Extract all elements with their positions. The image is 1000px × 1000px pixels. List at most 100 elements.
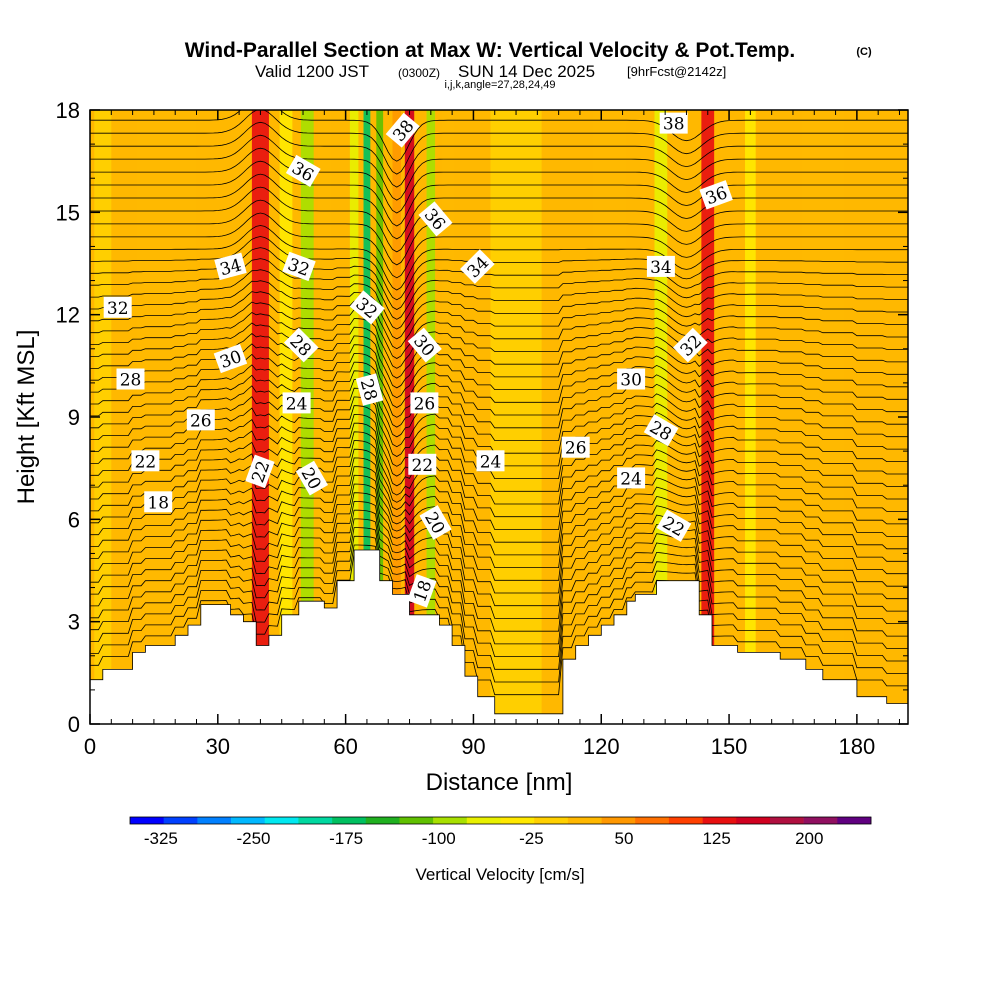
theta-isentrope [90,553,908,696]
contour-label-text: 22 [135,452,157,472]
velocity-band [745,110,756,724]
x-tick-label: 150 [711,734,748,759]
theta-isentrope [90,379,908,441]
y-tick-label: 15 [56,200,80,225]
colorbar-swatch [231,817,266,824]
theta-isentrope [90,448,908,543]
terrain-mask [90,549,908,724]
copyright-mark: (C) [856,46,872,58]
colorbar-swatch [601,817,636,824]
theta-isentrope [90,212,908,279]
colorbar-swatch [466,817,501,824]
contour-label-text: 30 [620,371,642,391]
contour-label: 30 [213,343,248,374]
theta-isentrope [90,322,908,379]
theta-contours [90,110,908,696]
y-tick-label: 6 [68,507,80,532]
colorbar-swatch [837,817,872,824]
colorbar [129,816,872,825]
colorbar-swatch [803,817,838,824]
theta-isentrope [90,500,908,619]
x-tick-label: 30 [206,734,230,759]
x-tick-label: 180 [839,734,876,759]
x-axis: 0 30 60 90 120 150 180 [84,110,900,759]
velocity-band [490,110,542,724]
colorbar-title: Vertical Velocity [cm/s] [415,865,584,884]
theta-isentrope [90,173,908,240]
contour-label-text: 26 [190,411,212,431]
theta-isentrope [90,518,908,645]
colorbar-ticks: -325 -250 -175 -100 -25 50 125 200 [144,829,824,848]
theta-isentrope [90,332,908,389]
colorbar-swatch [433,817,468,824]
colorbar-swatch [736,817,771,824]
theta-isentrope [90,225,908,291]
theta-isentrope [90,544,908,683]
velocity-band [426,110,436,724]
colorbar-swatch [702,817,737,824]
theta-isentrope [90,280,908,340]
contour-label: 26 [410,392,439,414]
contour-label: 34 [646,255,675,278]
theta-isentrope [90,405,908,479]
velocity-band [701,110,715,724]
theta-isentrope [90,509,908,632]
theta-isentrope [90,160,908,227]
x-axis-label: Distance [nm] [426,769,573,796]
theta-isentrope [90,527,908,657]
theta-isentrope [90,422,908,505]
contour-label: 28 [116,368,145,391]
theta-isentrope [90,134,908,201]
velocity-band [363,110,371,724]
theta-isentrope [90,535,908,670]
x-tick-label: 120 [583,734,620,759]
velocity-band [376,110,384,724]
theta-isentrope [90,301,908,359]
theta-isentrope [90,440,908,530]
contour-label-text: 38 [663,115,685,135]
colorbar-swatch [163,817,198,824]
colorbar-swatch [769,817,804,824]
contour-label-text: 18 [147,493,169,513]
colorbar-swatch [332,817,367,824]
contour-label-text: 28 [120,371,142,391]
contour-label: 26 [561,436,590,459]
theta-isentrope [90,121,908,188]
contour-label: 18 [144,491,173,513]
theta-isentrope [90,474,908,581]
x-tick-label: 90 [461,734,485,759]
y-tick-label: 3 [68,610,80,635]
colorbar-tick-label: 125 [702,829,730,848]
y-tick-label: 18 [56,98,80,123]
colorbar-swatch [298,817,333,824]
colorbar-tick-label: -25 [519,829,544,848]
subtitle-valid: Valid 1200 JST [255,62,369,81]
subtitle-indices: i,j,k,angle=27,28,24,49 [444,79,555,91]
x-tick-label: 60 [333,734,357,759]
theta-isentrope [90,492,908,607]
y-tick-label: 12 [56,303,80,328]
velocity-band [801,110,845,724]
y-tick-label: 0 [68,712,80,737]
colorbar-tick-label: -325 [144,829,178,848]
contour-label: 36 [699,180,733,210]
chart-title: Wind-Parallel Section at Max W: Vertical… [185,39,796,62]
contour-label-text: 26 [414,394,436,414]
contour-label: 22 [245,454,275,489]
contour-label-text: 32 [107,299,129,319]
colorbar-tick-label: -175 [329,829,363,848]
theta-isentrope [90,269,908,330]
subtitle-date: SUN 14 Dec 2025 [458,62,595,81]
theta-isentrope [90,457,908,556]
colorbar-swatch [534,817,569,824]
colorbar-swatch [567,817,602,824]
colorbar-swatch [500,817,535,824]
theta-isentrope [90,361,908,418]
theta-isentrope [90,370,908,429]
theta-isentrope [90,466,908,568]
contour-label: 38 [659,112,688,135]
colorbar-tick-label: -100 [422,829,456,848]
velocity-band [349,110,359,724]
colorbar-swatch [197,817,232,824]
